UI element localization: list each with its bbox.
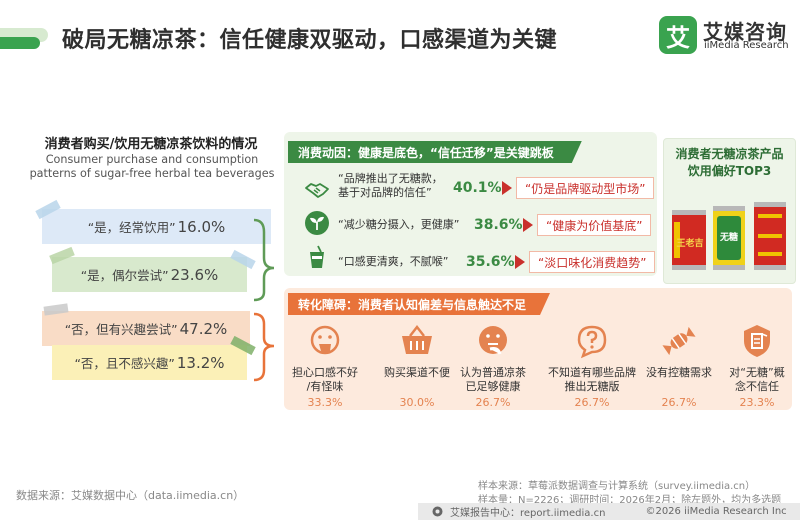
motivation-header: 消费动因：健康是底色，“信任迁移”是关键跳板	[288, 141, 582, 163]
usage-tag-label: “是，偶尔尝试”	[80, 268, 169, 283]
report-center-link[interactable]: 艾媒报告中心：report.iimedia.cn	[450, 508, 606, 519]
usage-tag-label: “否，但有兴趣尝试”	[64, 322, 178, 337]
barrier-text-line: /有怪味	[306, 380, 344, 393]
motivation-insight-taste: “淡口味化消费趋势”	[529, 251, 656, 273]
barrier-value: 26.7%	[661, 396, 697, 409]
barrier-item-unaware: 不知道有哪些品牌 推出无糖版 26.7%	[546, 322, 638, 409]
motivation-text-line: “品牌推出了无糖款，	[338, 172, 443, 185]
barrier-item-channel: 购买渠道不便 30.0%	[380, 322, 454, 409]
barrier-item-taste: 担心口感不好/有怪味 33.3%	[288, 322, 362, 409]
thinking-face-icon	[479, 326, 507, 355]
usage-tag-not-interested: “否，且不感兴趣” 13.2%	[52, 335, 256, 380]
bracket-yes	[253, 218, 275, 302]
barriers-header: 转化障碍：消费者认知偏差与信息触达不足	[288, 293, 550, 315]
footer-bar: 艾媒报告中心：report.iimedia.cn ©2026 iiMedia R…	[418, 503, 800, 520]
arrow-right-icon	[523, 218, 533, 232]
brand-logo-mark: 艾	[659, 16, 697, 54]
can-1: 王老吉	[672, 210, 706, 270]
arrow-right-icon	[502, 181, 512, 195]
barrier-value: 26.7%	[475, 396, 511, 409]
copyright: ©2026 iiMedia Research Inc	[645, 506, 787, 517]
handshake-icon	[305, 183, 329, 198]
usage-tag-value: 47.2%	[179, 319, 228, 338]
question-bubble-icon	[577, 325, 607, 359]
shopping-basket-icon	[402, 324, 432, 354]
barrier-text-line: 对“无糖”概	[729, 366, 785, 379]
motivation-value-health: 38.6%	[474, 217, 523, 233]
motivation-text-health: “减少糖分摄入，更健康”	[338, 218, 460, 231]
top3-products-image: 王老吉 无糖	[672, 202, 786, 270]
barrier-text-line: 念不信任	[735, 380, 779, 393]
page-title: 破局无糖凉茶：信任健康双驱动，口感渠道为关键	[62, 28, 558, 53]
usage-tag-occasional: “是，偶尔尝试” 23.6%	[49, 246, 256, 292]
motivation-text-brand: “品牌推出了无糖款， 基于对品牌的信任”	[338, 172, 456, 200]
sprout-icon	[305, 211, 329, 235]
top3-title-line: 饮用偏好TOP3	[687, 164, 772, 178]
motivation-text-line: 基于对品牌的信任”	[338, 186, 432, 199]
barrier-item-healthy-enough: 认为普通凉茶 已足够健康 26.7%	[456, 322, 530, 409]
barrier-text: 购买渠道不便	[380, 366, 454, 394]
tape-decoration	[49, 246, 75, 265]
barrier-text: 不知道有哪些品牌 推出无糖版	[546, 366, 638, 394]
can-1-label: 王老吉	[676, 237, 703, 249]
brand-name-en: iiMedia Research	[704, 40, 789, 51]
motivation-text-taste: “口感更清爽，不腻喉”	[338, 255, 449, 268]
usage-tag-value: 13.2%	[176, 353, 225, 372]
sample-size: 样本量：N=2226；调研时间：2026年2月；除左题外，均为多选题	[478, 495, 782, 506]
usage-tag-label: “是，经常饮用”	[87, 220, 176, 235]
bracket-lines	[253, 218, 275, 382]
bracket-no	[253, 312, 275, 382]
report-center-icon	[432, 506, 443, 517]
left-section-title: 消费者购买/饮用无糖凉茶饮料的情况	[44, 137, 258, 152]
barrier-text: 认为普通凉茶 已足够健康	[456, 366, 530, 394]
barrier-text-line: 担心口感不好	[292, 366, 358, 379]
can-3	[754, 202, 786, 270]
barrier-text: 没有控糖需求	[642, 366, 716, 394]
candy-icon	[662, 326, 696, 356]
barrier-item-no-need: 没有控糖需求 26.7%	[642, 322, 716, 409]
motivation-value-taste: 35.6%	[466, 254, 515, 270]
header-decoration	[0, 28, 48, 49]
sample-source: 样本来源：草莓派数据调查与计算系统（survey.iimedia.cn）	[478, 481, 756, 492]
top3-title: 消费者无糖凉茶产品 饮用偏好TOP3	[663, 146, 796, 180]
barrier-text-line: 不知道有哪些品牌	[548, 366, 636, 379]
tape-decoration	[35, 199, 61, 220]
barrier-text-line: 已足够健康	[465, 380, 521, 393]
tape-decoration	[43, 303, 69, 316]
barrier-text-line: 没有控糖需求	[646, 366, 712, 379]
barrier-value: 33.3%	[307, 396, 343, 409]
barrier-text-line: 认为普通凉茶	[460, 366, 526, 379]
usage-tag-value: 23.6%	[170, 265, 219, 284]
barrier-value: 23.3%	[739, 396, 775, 409]
barrier-text-line: 推出无糖版	[564, 380, 620, 393]
shield-icon	[744, 325, 770, 357]
usage-tag-frequent: “是，经常饮用” 16.0%	[35, 199, 271, 244]
arrow-right-icon	[515, 255, 525, 269]
can-2: 无糖	[713, 206, 745, 270]
subtitle-line-2: patterns of sugar-free herbal tea bevera…	[29, 167, 275, 180]
barrier-value: 26.7%	[574, 396, 610, 409]
motivation-insight-brand: “仍是品牌驱动型市场”	[516, 177, 655, 199]
can-2-label: 无糖	[719, 231, 738, 243]
subtitle-line-1: Consumer purchase and consumption	[45, 153, 259, 166]
brand-name-cn: 艾媒咨询	[703, 20, 787, 44]
barrier-value: 30.0%	[399, 396, 435, 409]
usage-tag-value: 16.0%	[177, 217, 226, 236]
barrier-text-line: 购买渠道不便	[384, 366, 450, 379]
usage-tag-label: “否，且不感兴趣”	[74, 356, 175, 371]
barrier-text: 对“无糖”概 念不信任	[720, 366, 794, 394]
barrier-item-distrust: 对“无糖”概 念不信任 23.3%	[720, 322, 794, 409]
top3-title-line: 消费者无糖凉茶产品	[675, 147, 784, 161]
drink-cup-icon	[310, 245, 324, 268]
usage-tag-interested: “否，但有兴趣尝试” 47.2%	[42, 303, 250, 346]
tongue-face-icon	[310, 325, 340, 355]
motivation-value-brand: 40.1%	[453, 180, 502, 196]
data-source: 数据来源：艾媒数据中心（data.iimedia.cn）	[16, 489, 245, 502]
barrier-text: 担心口感不好/有怪味	[288, 366, 362, 394]
motivation-insight-health: “健康为价值基底”	[537, 214, 652, 236]
left-section-subtitle: Consumer purchase and consumption patter…	[18, 153, 286, 181]
